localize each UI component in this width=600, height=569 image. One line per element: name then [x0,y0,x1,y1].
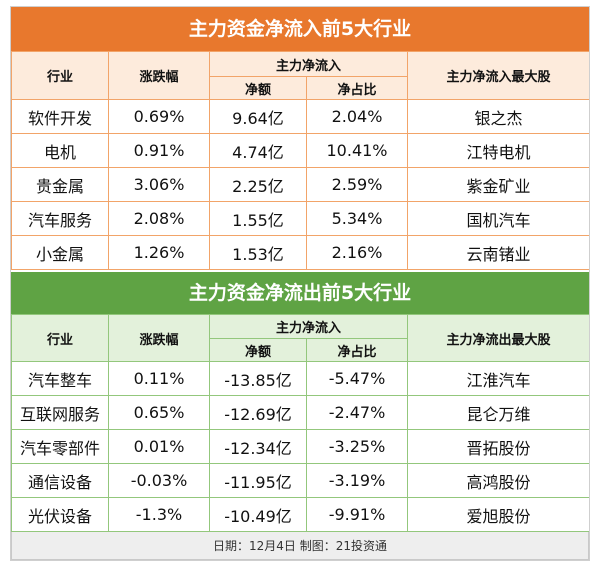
outflow-table-header: 行业 涨跌幅 主力净流入 主力净流出最大股 净额 净占比 [11,314,591,362]
table-row: 汽车零部件 0.01% -12.34亿 -3.25% 晋拓股份 [11,429,591,464]
header-net-flow: 主力净流入 [208,314,409,339]
header-net-ratio: 净占比 [305,338,409,362]
industry-cell: 汽车零部件 [11,429,109,464]
industry-cell: 通信设备 [11,463,109,498]
net-ratio-cell: -3.19% [305,463,409,498]
net-amount-cell: -13.85亿 [209,361,307,396]
net-ratio-cell: 5.34% [305,201,409,236]
net-amount-cell: 4.74亿 [209,133,307,168]
industry-cell: 汽车服务 [11,201,109,236]
top-stock-cell: 高鸿股份 [407,463,591,498]
table-row: 小金属 1.26% 1.53亿 2.16% 云南锗业 [11,235,591,270]
header-change: 涨跌幅 [108,314,210,362]
change-cell: 2.08% [108,201,210,236]
header-net-ratio: 净占比 [305,76,409,100]
net-ratio-cell: -2.47% [305,395,409,430]
header-net-amount: 净额 [209,76,307,100]
net-ratio-cell: 2.16% [305,235,409,270]
net-amount-cell: -12.34亿 [209,429,307,464]
industry-cell: 电机 [11,133,109,168]
change-cell: 0.65% [108,395,210,430]
net-amount-cell: -12.69亿 [209,395,307,430]
top-stock-cell: 晋拓股份 [407,429,591,464]
inflow-table: 行业 涨跌幅 主力净流入 主力净流入最大股 净额 净占比 软件开发 0.69% … [11,51,591,270]
net-ratio-cell: -3.25% [305,429,409,464]
change-cell: 3.06% [108,167,210,202]
net-amount-cell: 9.64亿 [209,99,307,134]
table-row: 光伏设备 -1.3% -10.49亿 -9.91% 爱旭股份 [11,497,591,532]
industry-cell: 贵金属 [11,167,109,202]
table-row: 汽车服务 2.08% 1.55亿 5.34% 国机汽车 [11,201,591,236]
top-stock-cell: 江淮汽车 [407,361,591,396]
net-ratio-cell: 10.41% [305,133,409,168]
industry-cell: 小金属 [11,235,109,270]
header-top-stock: 主力净流出最大股 [407,314,591,362]
table-row: 通信设备 -0.03% -11.95亿 -3.19% 高鸿股份 [11,463,591,498]
table-row: 互联网服务 0.65% -12.69亿 -2.47% 昆仑万维 [11,395,591,430]
header-net-amount: 净额 [209,338,307,362]
top-stock-cell: 国机汽车 [407,201,591,236]
net-amount-cell: -10.49亿 [209,497,307,532]
top-stock-cell: 云南锗业 [407,235,591,270]
net-ratio-cell: -9.91% [305,497,409,532]
inflow-table-header: 行业 涨跌幅 主力净流入 主力净流入最大股 净额 净占比 [11,51,591,100]
net-ratio-cell: -5.47% [305,361,409,396]
change-cell: -1.3% [108,497,210,532]
table-row: 电机 0.91% 4.74亿 10.41% 江特电机 [11,133,591,168]
net-ratio-cell: 2.04% [305,99,409,134]
outflow-section-title: 主力资金净流出前5大行业 [11,272,589,314]
industry-cell: 互联网服务 [11,395,109,430]
net-amount-cell: 1.53亿 [209,235,307,270]
industry-cell: 软件开发 [11,99,109,134]
change-cell: -0.03% [108,463,210,498]
change-cell: 0.91% [108,133,210,168]
change-cell: 0.01% [108,429,210,464]
industry-cell: 光伏设备 [11,497,109,532]
top-stock-cell: 爱旭股份 [407,497,591,532]
table-row: 软件开发 0.69% 9.64亿 2.04% 银之杰 [11,99,591,134]
top-stock-cell: 昆仑万维 [407,395,591,430]
net-ratio-cell: 2.59% [305,167,409,202]
header-net-flow: 主力净流入 [208,51,409,77]
header-industry: 行业 [11,51,109,100]
top-stock-cell: 紫金矿业 [407,167,591,202]
change-cell: 1.26% [108,235,210,270]
change-cell: 0.69% [108,99,210,134]
net-amount-cell: -11.95亿 [209,463,307,498]
footer-caption: 日期：12月4日 制图：21投资通 [11,532,589,560]
top-stock-cell: 银之杰 [407,99,591,134]
table-row: 汽车整车 0.11% -13.85亿 -5.47% 江淮汽车 [11,361,591,396]
net-amount-cell: 1.55亿 [209,201,307,236]
change-cell: 0.11% [108,361,210,396]
table-row: 贵金属 3.06% 2.25亿 2.59% 紫金矿业 [11,167,591,202]
top-stock-cell: 江特电机 [407,133,591,168]
outflow-table: 行业 涨跌幅 主力净流入 主力净流出最大股 净额 净占比 汽车整车 0.11% … [11,314,591,532]
header-top-stock: 主力净流入最大股 [407,51,591,100]
inflow-section-title: 主力资金净流入前5大行业 [11,7,589,51]
net-amount-cell: 2.25亿 [209,167,307,202]
header-change: 涨跌幅 [108,51,210,100]
header-industry: 行业 [11,314,109,362]
industry-cell: 汽车整车 [11,361,109,396]
